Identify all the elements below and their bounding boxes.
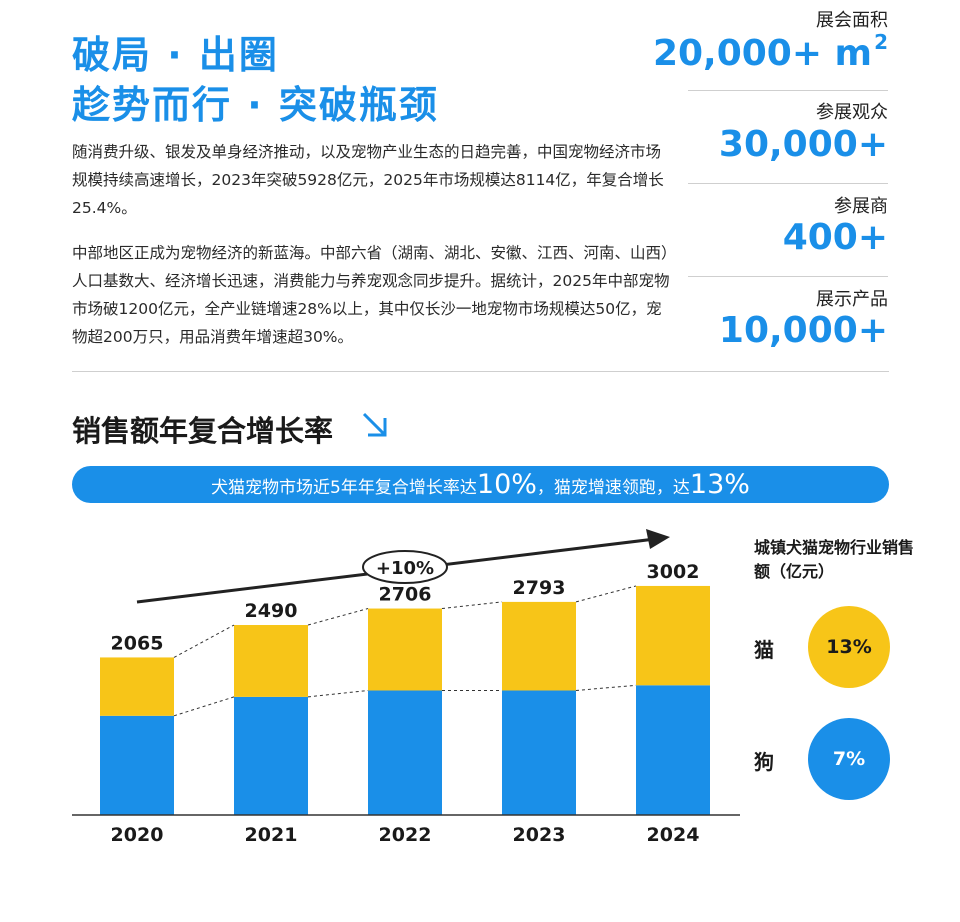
bar-cat-2020	[100, 657, 174, 716]
trend-line-dog	[173, 696, 235, 717]
total-label-2020: 2065	[111, 632, 164, 654]
banner-big-rate-cat: 13%	[689, 469, 750, 500]
x-tick-label-2024: 2024	[647, 824, 700, 846]
headline-line1: 破局 · 出圈	[72, 33, 279, 77]
x-tick-label-2023: 2023	[513, 824, 566, 846]
x-tick-label-2022: 2022	[379, 824, 432, 846]
bar-dog-2021	[234, 696, 308, 815]
bar-dog-2020	[100, 715, 174, 815]
bar-cat-2021	[234, 625, 308, 697]
stat-divider	[688, 90, 888, 91]
stat-label-visitors: 参展观众	[816, 102, 888, 123]
legend-name-cat: 猫	[754, 638, 774, 662]
legend-circle-dog: 7%	[808, 718, 890, 800]
trend-line-total	[307, 608, 369, 626]
stat-value-products: 10,000+	[718, 310, 888, 351]
growth-label: +10%	[376, 558, 434, 579]
legend-circle-cat: 13%	[808, 606, 890, 688]
total-label-2021: 2490	[245, 600, 298, 622]
section-divider	[72, 371, 889, 372]
bar-cat-2023	[502, 601, 576, 691]
highlight-banner	[72, 466, 889, 503]
trend-line-dog	[307, 689, 369, 698]
total-label-2023: 2793	[513, 577, 566, 599]
total-label-2024: 3002	[647, 561, 700, 583]
legend-title: 城镇犬猫宠物行业销售额（亿元）	[754, 538, 915, 581]
intro-paragraph-2: 中部地区正成为宠物经济的新蓝海。中部六省（湖南、湖北、安徽、江西、河南、山西）人…	[72, 244, 670, 346]
trend-line-total	[575, 585, 637, 603]
stat-value-exhibitors: 400+	[782, 217, 888, 258]
total-label-2022: 2706	[379, 584, 432, 606]
trend-line-dog	[575, 684, 637, 691]
bar-dog-2023	[502, 690, 576, 815]
stat-divider	[688, 276, 888, 277]
stat-unit-sup: 2	[874, 30, 888, 54]
sales-bar-chart: 2065 2490 2706 2793 3002 2020 2021 2022 2023 2024…	[72, 529, 740, 846]
x-tick-label-2020: 2020	[111, 824, 164, 846]
stat-label-products: 展示产品	[816, 289, 888, 310]
stat-label-exhibitors: 参展商	[834, 196, 888, 217]
banner-text: 犬猫宠物市场近5年年复合增长率达10%，猫宠增速领跑，达13%	[211, 469, 750, 500]
intro-paragraph-1: 随消费升级、银发及单身经济推动，以及宠物产业生态的日趋完善，中国宠物经济市场规模…	[72, 143, 664, 217]
growth-arrowhead-icon	[646, 529, 670, 549]
stat-divider	[688, 183, 888, 184]
bar-dog-2022	[368, 690, 442, 815]
section-title: 销售额年复合增长率	[72, 414, 334, 448]
bar-cat-2022	[368, 608, 442, 691]
arrow-down-right-icon	[362, 412, 387, 437]
bar-cat-2024	[636, 585, 710, 686]
banner-big-rate: 10%	[476, 469, 537, 500]
headline-line2: 趁势而行 · 突破瓶颈	[72, 83, 439, 127]
x-tick-label-2021: 2021	[245, 824, 298, 846]
trend-line-total	[441, 601, 503, 610]
stat-label-area: 展会面积	[816, 10, 888, 31]
stat-value-visitors: 30,000+	[718, 124, 888, 165]
growth-badge	[362, 550, 448, 584]
bar-dog-2024	[636, 685, 710, 815]
trend-line-total	[173, 624, 235, 658]
legend-name-dog: 狗	[754, 750, 774, 774]
